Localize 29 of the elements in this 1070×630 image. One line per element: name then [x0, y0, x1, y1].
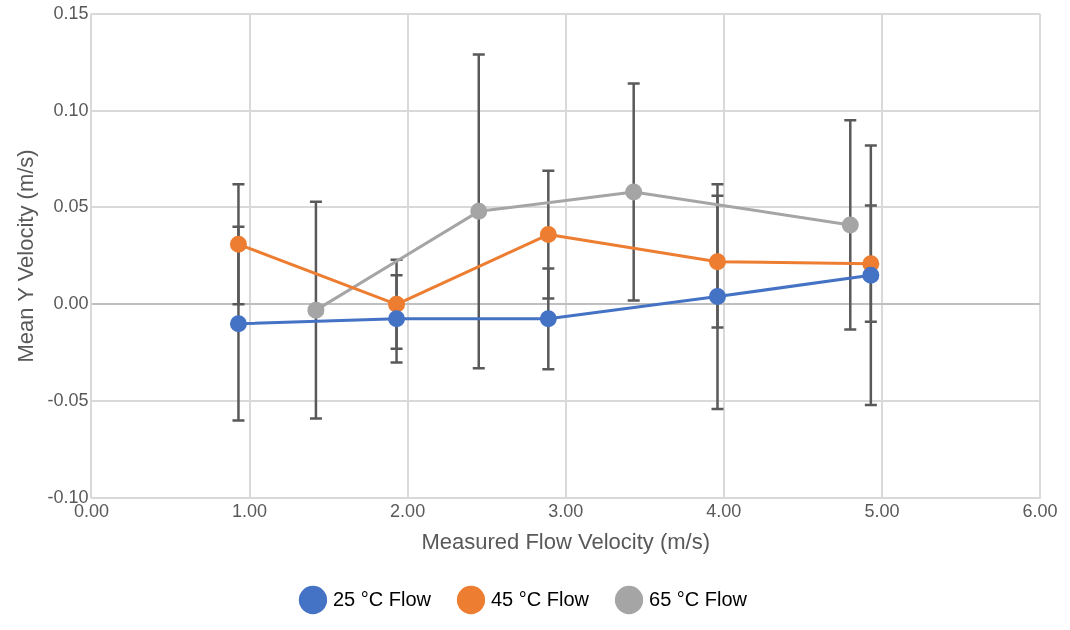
x-tick-label: 5.00 [864, 500, 900, 521]
x-axis-title: Measured Flow Velocity (m/s) [421, 528, 710, 554]
point [625, 183, 643, 201]
point [539, 226, 557, 244]
y-tick-label: 0.15 [53, 2, 89, 23]
point [307, 301, 325, 319]
x-tick-label: 6.00 [1022, 500, 1058, 521]
point [470, 202, 488, 220]
y-tick-label: -0.05 [47, 390, 89, 411]
point [539, 310, 557, 328]
x-tick-label: 4.00 [706, 500, 742, 521]
x-tick-label: 1.00 [232, 500, 268, 521]
y-tick-label: 0.05 [53, 196, 89, 217]
point [229, 315, 247, 333]
point [862, 266, 880, 284]
legend-label: 45 °C Flow [490, 587, 590, 610]
legend-label: 65 °C Flow [649, 587, 748, 610]
point [708, 288, 726, 306]
y-axis-title: Mean Y Velocity (m/s) [13, 149, 39, 363]
x-tick-label: 3.00 [548, 500, 584, 521]
legend-label: 25 °C Flow [332, 587, 432, 610]
y-tick-label: 0.10 [53, 99, 89, 120]
y-tick-label: 0.00 [53, 293, 89, 314]
x-tick-label: 2.00 [390, 500, 426, 521]
point [388, 295, 406, 313]
point [841, 216, 859, 234]
point [229, 235, 247, 253]
point [708, 253, 726, 271]
point [388, 310, 406, 328]
